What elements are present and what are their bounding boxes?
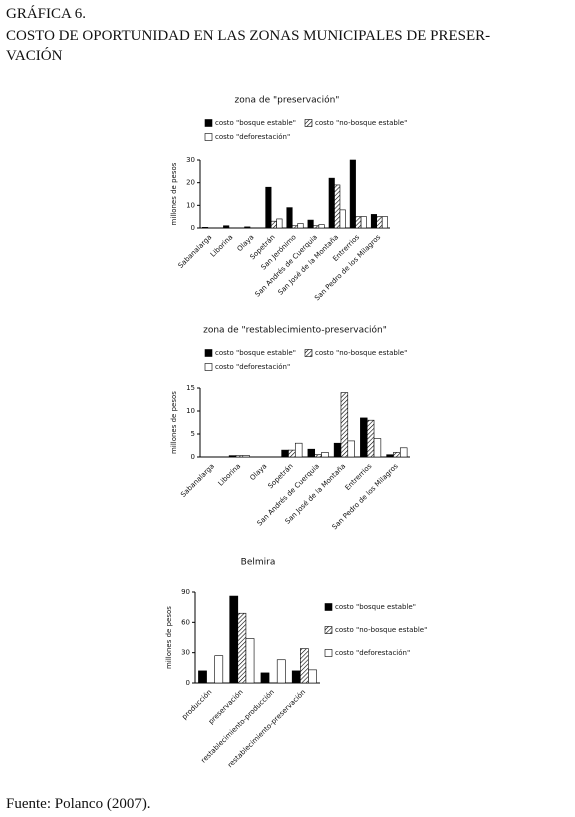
y-tick-label: 0 xyxy=(191,453,195,461)
legend-swatch xyxy=(304,119,313,127)
bar xyxy=(214,655,224,684)
bar xyxy=(393,452,401,458)
bar xyxy=(308,669,317,684)
legend-label: costo "deforestación" xyxy=(215,133,290,141)
x-tick-label: Olaya xyxy=(236,233,256,253)
bar xyxy=(244,226,251,229)
bar xyxy=(281,449,289,458)
bar xyxy=(294,442,303,458)
bar xyxy=(360,417,368,458)
bar xyxy=(313,225,320,229)
legend-label: costo "deforestación" xyxy=(335,649,410,657)
bar xyxy=(276,659,286,684)
bar xyxy=(242,455,250,458)
bar xyxy=(202,227,209,229)
bar xyxy=(307,219,314,229)
y-tick-label: 30 xyxy=(181,649,190,657)
bar xyxy=(360,216,367,229)
y-axis-label: millones de pesos xyxy=(170,162,178,225)
bar xyxy=(228,455,237,458)
bar xyxy=(334,184,341,229)
bar xyxy=(260,672,270,684)
y-tick-label: 10 xyxy=(186,201,195,209)
y-tick-label: 90 xyxy=(181,588,190,596)
bar xyxy=(288,449,296,458)
bar xyxy=(223,225,230,229)
y-axis-label: millones de pesos xyxy=(170,391,178,454)
bar xyxy=(339,209,346,229)
bar xyxy=(321,452,329,458)
bar xyxy=(198,670,207,684)
y-tick-label: 15 xyxy=(186,384,195,392)
y-tick-label: 20 xyxy=(186,179,195,187)
y-axis-label: millones de pesos xyxy=(165,606,173,669)
chart-title: zona de "restablecimiento-preservación" xyxy=(203,325,387,336)
y-tick-label: 30 xyxy=(186,156,195,164)
legend-swatch xyxy=(324,626,333,634)
legend-swatch xyxy=(324,603,333,611)
x-tick-label: Sabanalarga xyxy=(179,462,216,499)
bar xyxy=(286,207,293,229)
figure-label: GRÁFICA 6. xyxy=(6,6,87,22)
bar xyxy=(386,454,394,458)
x-tick-label: Sabanalarga xyxy=(177,233,214,270)
bar xyxy=(381,216,388,229)
legend-label: costo "deforestación" xyxy=(215,363,290,371)
legend-label: costo "bosque estable" xyxy=(215,349,296,357)
bar xyxy=(245,638,255,684)
bar xyxy=(291,670,301,684)
bar xyxy=(328,177,335,229)
y-tick-label: 60 xyxy=(181,618,190,626)
bar xyxy=(340,392,349,458)
bar xyxy=(235,455,244,458)
y-tick-label: 0 xyxy=(186,679,190,687)
legend-label: costo "bosque estable" xyxy=(215,119,296,127)
figure-title: COSTO DE OPORTUNIDAD EN LAS ZONAS MUNICI… xyxy=(6,28,491,44)
legend-label: costo "no-bosque estable" xyxy=(335,626,427,634)
y-tick-label: 10 xyxy=(186,407,195,415)
bar xyxy=(355,216,362,229)
legend-swatch xyxy=(324,649,333,657)
bar xyxy=(373,438,382,458)
bar xyxy=(297,223,304,229)
bar xyxy=(270,220,277,229)
figure-title: VACIÓN xyxy=(6,48,63,64)
bar xyxy=(291,225,299,229)
legend-swatch xyxy=(204,133,213,141)
bar xyxy=(366,419,375,458)
x-tick-label: Liborina xyxy=(209,233,235,259)
x-tick-label: producción xyxy=(180,688,213,721)
x-tick-label: Olaya xyxy=(249,462,269,482)
bar xyxy=(307,448,316,458)
legend-swatch xyxy=(204,349,213,357)
bar xyxy=(376,216,383,229)
bar xyxy=(399,447,408,458)
y-tick-label: 0 xyxy=(191,224,195,232)
legend-label: costo "bosque estable" xyxy=(335,603,416,611)
x-tick-label: Liborina xyxy=(217,462,243,488)
bar xyxy=(265,186,272,229)
bar xyxy=(347,440,355,458)
bar xyxy=(370,214,378,229)
bar xyxy=(318,224,325,229)
legend-swatch xyxy=(304,349,313,357)
legend-swatch xyxy=(204,119,213,127)
chart-title: zona de "preservación" xyxy=(235,95,340,106)
legend-label: costo "no-bosque estable" xyxy=(315,119,407,127)
chart-title: Belmira xyxy=(241,558,276,568)
bar xyxy=(300,648,309,684)
source: Fuente: Polanco (2007). xyxy=(6,796,151,812)
bar xyxy=(314,454,322,458)
bar xyxy=(276,218,283,229)
bar xyxy=(237,612,247,684)
bar xyxy=(229,595,239,684)
bar xyxy=(349,159,356,229)
y-tick-label: 5 xyxy=(191,430,195,438)
legend-swatch xyxy=(204,363,213,371)
bar xyxy=(333,442,342,458)
legend-label: costo "no-bosque estable" xyxy=(315,349,407,357)
